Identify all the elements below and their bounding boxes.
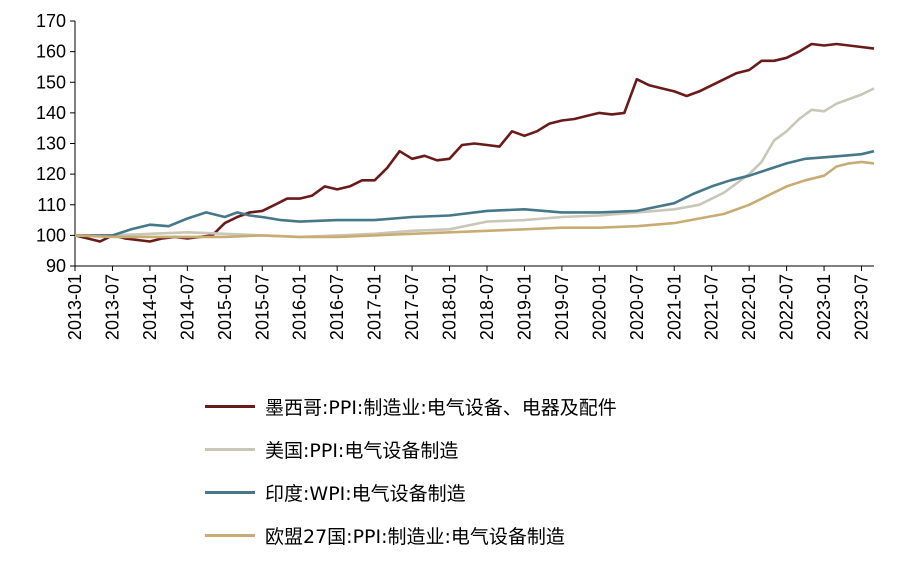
y-tick-label: 160 xyxy=(36,42,66,62)
legend-item: 印度:WPI:电气设备制造 xyxy=(205,471,617,514)
legend-swatch xyxy=(205,491,255,494)
x-tick-label: 2013-01 xyxy=(65,274,85,340)
x-tick-label: 2018-07 xyxy=(477,274,497,340)
chart-series xyxy=(74,42,875,243)
y-tick-label: 140 xyxy=(36,103,66,123)
legend-label: 美国:PPI:电气设备制造 xyxy=(265,440,459,462)
y-tick-label: 110 xyxy=(37,195,66,215)
series-line-2 xyxy=(75,149,875,237)
x-tick-label: 2022-07 xyxy=(777,274,797,340)
x-tick-label: 2023-01 xyxy=(814,274,834,340)
x-tick-label: 2014-07 xyxy=(177,274,197,340)
x-tick-label: 2015-01 xyxy=(215,274,235,340)
x-tick-label: 2020-07 xyxy=(627,274,647,340)
x-tick-label: 2015-07 xyxy=(252,274,272,340)
y-tick-label: 90 xyxy=(46,256,66,276)
legend-item: 美国:PPI:电气设备制造 xyxy=(205,428,617,471)
y-tick-label: 130 xyxy=(36,134,66,154)
x-tick-label: 2018-01 xyxy=(440,274,460,340)
x-tick-label: 2022-01 xyxy=(739,274,759,340)
x-tick-label: 2013-07 xyxy=(102,274,122,340)
legend-label: 墨西哥:PPI:制造业:电气设备、电器及配件 xyxy=(265,397,617,419)
legend-label: 欧盟27国:PPI:制造业:电气设备制造 xyxy=(265,526,565,548)
x-tick-label: 2016-01 xyxy=(290,274,310,340)
x-tick-label: 2021-07 xyxy=(702,274,722,340)
x-tick-label: 2023-07 xyxy=(852,274,872,340)
line-chart: 90 100 110 120 130 140 150 160 170 2013-01 2013-07… xyxy=(36,11,875,340)
x-tick-label: 2017-01 xyxy=(365,274,385,340)
legend-item: 欧盟27国:PPI:制造业:电气设备制造 xyxy=(205,514,617,557)
x-tick-label: 2017-07 xyxy=(402,274,422,340)
y-tick-label: 150 xyxy=(36,72,66,92)
series-line-3 xyxy=(74,160,875,239)
x-tick-label: 2019-01 xyxy=(514,274,534,340)
legend-item: 墨西哥:PPI:制造业:电气设备、电器及配件 xyxy=(205,385,617,428)
x-tick-label: 2014-01 xyxy=(140,274,160,340)
chart-legend: 墨西哥:PPI:制造业:电气设备、电器及配件 美国:PPI:电气设备制造 印度:… xyxy=(205,385,617,557)
x-tick-label: 2021-01 xyxy=(664,274,684,340)
chart-axes: 90 100 110 120 130 140 150 160 170 2013-01 2013-07… xyxy=(36,11,874,340)
x-tick-label: 2020-01 xyxy=(589,274,609,340)
x-tick-label: 2016-07 xyxy=(327,274,347,340)
y-tick-label: 170 xyxy=(36,11,66,31)
x-tick-label: 2019-07 xyxy=(552,274,572,340)
legend-swatch xyxy=(205,448,255,451)
y-tick-label: 100 xyxy=(36,225,66,245)
legend-swatch xyxy=(205,534,255,537)
y-tick-label: 120 xyxy=(36,164,66,184)
legend-swatch xyxy=(205,405,255,408)
series-line-1 xyxy=(75,87,875,239)
legend-label: 印度:WPI:电气设备制造 xyxy=(265,483,466,505)
